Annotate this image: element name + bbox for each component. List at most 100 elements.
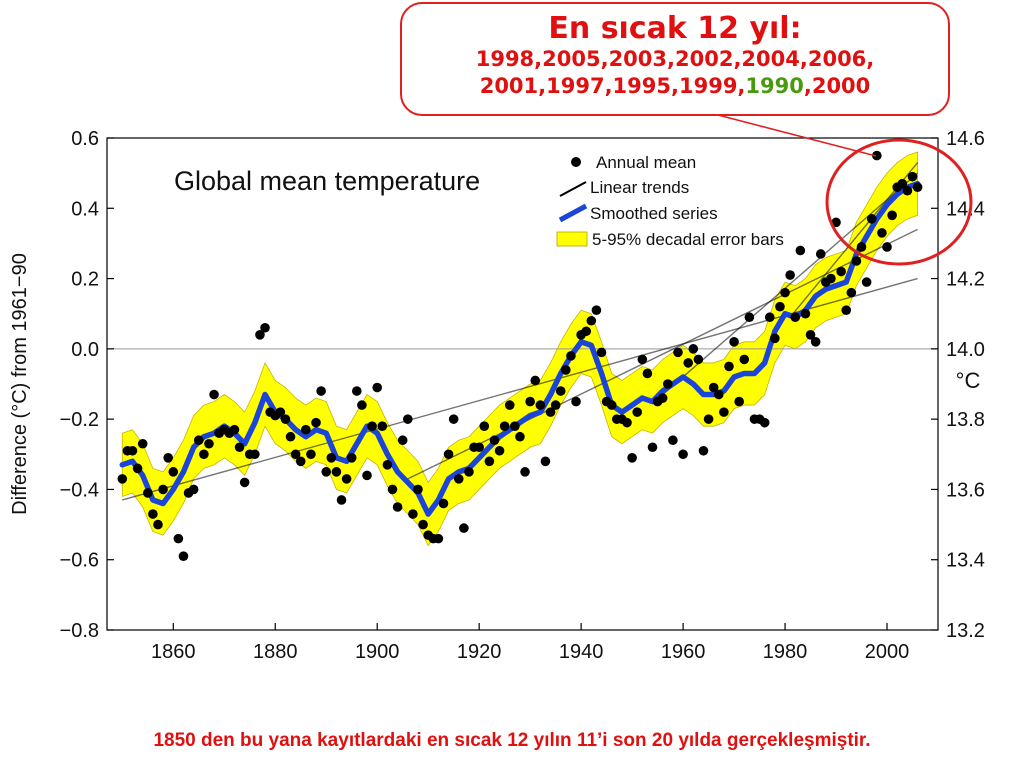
y2-tick-label-1: 13.4 (946, 550, 985, 572)
annual-mean-point-1929 (520, 467, 530, 477)
callout-years-line-2: 2001,1997,1995,1999,1990,2000 (402, 73, 948, 100)
annual-mean-point-1896 (352, 386, 362, 396)
annual-mean-point-1986 (810, 337, 821, 347)
y2-tick-label-2: 13.6 (946, 479, 985, 501)
annual-mean-point-2003 (897, 178, 908, 189)
callout-years-prefix: 2001,1997,1995,1999, (479, 74, 746, 98)
annual-mean-point-1900 (372, 382, 383, 393)
callout-title: En sıcak 12 yıl: (548, 11, 802, 46)
y-tick-label-6: 0.4 (71, 198, 99, 220)
annual-mean-point-1853 (132, 463, 143, 474)
chart-title: Global mean temperature (174, 166, 480, 196)
x-tick-label-1980: 1980 (763, 641, 808, 663)
legend-error-band-label: 5-95% decadal error bars (592, 230, 784, 249)
annual-mean-point-1895 (346, 453, 357, 463)
annual-mean-point-1884 (290, 449, 301, 460)
annual-mean-point-1897 (357, 400, 367, 410)
annual-mean-point-1864 (188, 484, 199, 495)
x-tick-label-1880: 1880 (253, 641, 298, 663)
annual-mean-point-1996 (861, 277, 872, 287)
legend-linear-trends-label: Linear trends (590, 178, 689, 197)
annual-mean-point-1984 (800, 308, 811, 319)
annual-mean-point-1949 (622, 417, 632, 428)
annual-mean-point-1883 (285, 431, 296, 442)
y2-tick-label-0: 13.2 (946, 620, 985, 642)
annual-mean-point-1939 (571, 396, 581, 407)
annual-mean-point-1873 (234, 442, 245, 453)
annual-mean-point-1882 (280, 414, 291, 424)
y-tick-label-4: 0.0 (71, 339, 99, 361)
annual-mean-point-1936 (555, 386, 566, 396)
annual-mean-point-1858 (158, 484, 168, 495)
y2-tick-label-6: 14.4 (946, 198, 985, 220)
y-tick-label-3: −0.2 (60, 409, 99, 431)
legend-annual-mean-marker (571, 157, 581, 167)
annual-mean-point-1866 (199, 449, 209, 460)
annual-mean-point-1989 (826, 273, 836, 284)
annual-mean-point-1944 (596, 347, 607, 358)
annual-mean-point-1941 (581, 326, 592, 337)
annual-mean-point-1887 (306, 449, 316, 460)
y-tick-label-7: 0.6 (71, 128, 99, 150)
annual-mean-point-1888 (311, 417, 321, 428)
annual-mean-point-1999 (877, 228, 887, 238)
annual-mean-point-1994 (851, 256, 862, 266)
annual-mean-point-1953 (642, 368, 653, 379)
annual-mean-point-1857 (153, 519, 163, 530)
annual-mean-point-1991 (836, 266, 846, 277)
annual-mean-point-1993 (846, 287, 857, 298)
x-tick-label-1920: 1920 (457, 641, 502, 663)
hottest-years-callout: En sıcak 12 yıl: 1998,2005,2003,2002,200… (400, 2, 950, 116)
y-tick-label-5: 0.2 (71, 269, 99, 291)
annual-mean-point-1876 (250, 449, 260, 460)
annual-mean-point-1943 (591, 305, 602, 316)
y2-tick-label-3: 13.8 (946, 409, 985, 431)
annual-mean-point-1983 (795, 245, 806, 256)
annual-mean-point-1868 (209, 389, 219, 400)
annual-mean-point-1877 (255, 330, 265, 340)
annual-mean-point-1971 (734, 396, 744, 407)
plot-frame (106, 137, 939, 631)
annual-mean-point-1881 (275, 407, 286, 417)
annual-mean-point-1898 (362, 470, 372, 481)
annual-mean-point-1960 (678, 449, 688, 460)
annual-mean-point-1954 (647, 442, 658, 453)
annual-mean-point-1937 (561, 365, 571, 375)
annual-mean-point-1918 (464, 467, 474, 477)
annual-mean-point-1958 (668, 435, 678, 446)
annual-mean-point-1860 (168, 467, 179, 477)
annual-mean-point-1912 (433, 533, 444, 544)
callout-years-line-1: 1998,2005,2003,2002,2004,2006, (475, 47, 875, 71)
annual-mean-point-1865 (193, 435, 204, 446)
annual-mean-point-1923 (489, 435, 500, 446)
annual-mean-point-1878 (260, 322, 270, 333)
annual-mean-point-1961 (683, 358, 693, 368)
annual-mean-point-1973 (744, 312, 755, 323)
legend-annual-mean-label: Annual mean (596, 153, 696, 172)
annual-mean-point-1969 (724, 361, 734, 372)
annual-mean-point-1928 (515, 431, 525, 442)
annual-mean-point-1892 (331, 467, 342, 477)
annual-mean-point-2005 (907, 171, 918, 182)
annual-mean-point-1921 (479, 421, 490, 431)
annual-mean-point-1874 (239, 477, 250, 488)
annual-mean-point-1972 (739, 354, 750, 365)
annual-mean-point-1995 (856, 242, 867, 252)
tick-layer: 1860 1880 1900 1920 1940 1960 1980 2000 −0.8 −0.6… (60, 128, 985, 663)
annual-mean-point-1917 (459, 523, 469, 533)
y2-axis-label: °C (956, 368, 981, 393)
annual-mean-point-1901 (377, 421, 388, 431)
recent-years-highlight-ellipse (825, 138, 973, 266)
smoothed-series-line (119, 180, 921, 517)
annual-mean-point-1990 (831, 217, 841, 228)
annual-mean-point-1906 (402, 414, 413, 424)
y2-tick-label-5: 14.2 (946, 269, 985, 291)
annual-mean-point-1968 (719, 407, 729, 417)
annual-mean-layer (117, 150, 923, 561)
annual-mean-point-1889 (316, 386, 326, 396)
legend: Annual mean Linear trends Smoothed serie… (556, 153, 784, 249)
linear-trend-3 (662, 172, 919, 396)
x-tick-label-1960: 1960 (661, 641, 706, 663)
smoothed-series-layer (119, 180, 921, 517)
annual-mean-point-2004 (902, 185, 913, 196)
